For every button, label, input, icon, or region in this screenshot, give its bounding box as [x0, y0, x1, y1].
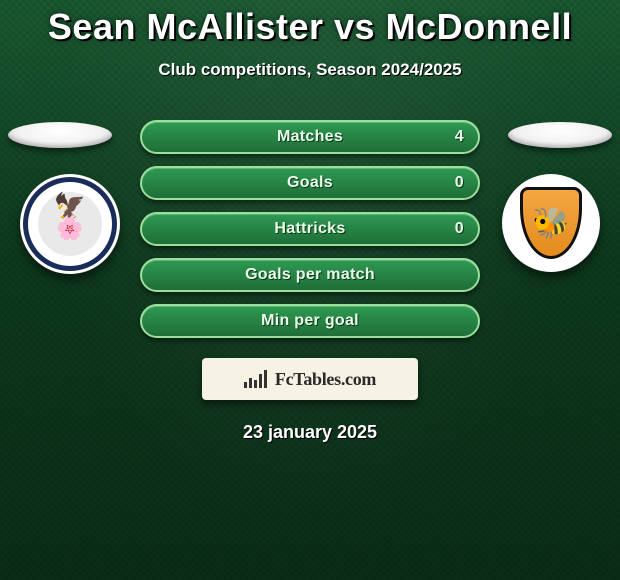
crest-left: 🦅 🌸: [20, 174, 120, 274]
stat-row-goals-per-match: Goals per match: [140, 258, 480, 292]
wasp-icon: 🐝: [532, 206, 569, 241]
comparison-arena: 🦅 🌸 🐝 Matches 4 Goals 0 Hattricks 0 Goal…: [0, 120, 620, 443]
stat-row-goals: Goals 0: [140, 166, 480, 200]
platform-left: [8, 122, 112, 148]
crest-right: 🐝: [502, 174, 600, 272]
bars-icon: [244, 370, 267, 388]
watermark-badge: FcTables.com: [202, 358, 418, 400]
platform-right: [508, 122, 612, 148]
stat-row-matches: Matches 4: [140, 120, 480, 154]
thistle-icon: 🌸: [56, 216, 83, 242]
stat-row-min-per-goal: Min per goal: [140, 304, 480, 338]
stat-label: Goals per match: [245, 266, 375, 284]
date-label: 23 january 2025: [0, 422, 620, 443]
stat-label: Matches: [277, 128, 343, 146]
stat-value: 4: [455, 128, 464, 146]
stat-row-hattricks: Hattricks 0: [140, 212, 480, 246]
stat-label: Min per goal: [261, 312, 359, 330]
page-title: Sean McAllister vs McDonnell: [0, 6, 620, 48]
stat-label: Goals: [287, 174, 333, 192]
watermark-text: FcTables.com: [275, 369, 376, 390]
subtitle: Club competitions, Season 2024/2025: [0, 60, 620, 80]
stat-label: Hattricks: [274, 220, 345, 238]
stat-value: 0: [455, 174, 464, 192]
stats-list: Matches 4 Goals 0 Hattricks 0 Goals per …: [140, 120, 480, 338]
shield-icon: 🐝: [520, 187, 582, 259]
stat-value: 0: [455, 220, 464, 238]
